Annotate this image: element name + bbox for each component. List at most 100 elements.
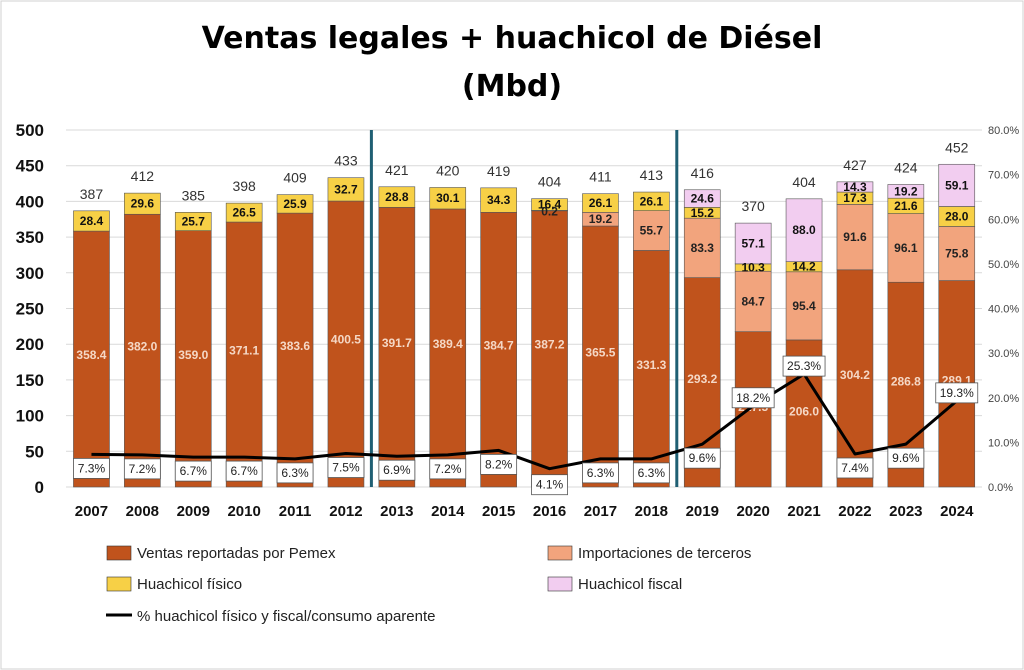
data-label: 391.7 (382, 336, 412, 350)
pct-label: 9.6% (689, 451, 717, 465)
bar-segment (174, 230, 212, 488)
data-label: 304.2 (840, 368, 870, 382)
data-label: 59.1 (945, 178, 969, 192)
data-label: 28.0 (945, 209, 969, 223)
legend-label-huachicol-fisico: Huachicol físico (137, 576, 242, 593)
y-tick-label: 50 (25, 442, 44, 461)
pct-label-box (429, 458, 467, 480)
bar-segment (582, 193, 619, 213)
bar-segment (276, 194, 314, 214)
pct-label-box (582, 462, 619, 484)
data-label: 382.0 (127, 340, 157, 354)
y2-tick-label: 60.0% (988, 214, 1019, 226)
data-label: 387.2 (535, 338, 565, 352)
data-label: 384.7 (484, 339, 514, 353)
data-label: 75.8 (945, 247, 969, 261)
data-label: 371.1 (229, 344, 259, 358)
y2-tick-label: 70.0% (988, 170, 1019, 182)
data-label: 25.7 (182, 214, 206, 228)
bar-segment (836, 181, 874, 193)
y2-tick-label: 10.0% (988, 437, 1019, 449)
bar-segment (531, 198, 568, 211)
legend-swatch-huachicol-fiscal (547, 576, 573, 592)
pct-label-box (73, 458, 110, 479)
pct-label: 7.2% (129, 462, 157, 476)
data-label: 0.2 (541, 204, 558, 218)
data-label: 19.2 (894, 184, 918, 198)
bar-segment (887, 184, 925, 199)
pct-label-box (531, 474, 568, 496)
bar-segment (887, 213, 925, 283)
bar-segment (836, 204, 874, 271)
data-label: 359.0 (178, 348, 208, 362)
bar-total-label: 424 (894, 159, 918, 175)
pct-label-box (123, 458, 161, 480)
data-label: 55.7 (640, 224, 664, 238)
legend-swatch-importaciones (547, 545, 573, 561)
x-tick-label: 2012 (329, 503, 362, 520)
y2-tick-label: 40.0% (988, 304, 1019, 316)
bar-total-label: 404 (792, 174, 816, 190)
pct-label-box (225, 460, 263, 482)
data-label: 14.2 (792, 260, 816, 274)
y-tick-label: 150 (16, 371, 44, 390)
data-label: 286.8 (891, 375, 921, 389)
data-label: 383.6 (280, 339, 310, 353)
pct-label-box (632, 462, 670, 484)
chart-title-line1: Ventas legales + huachicol de Diésel (202, 21, 823, 56)
pct-label: 7.5% (332, 461, 360, 475)
x-tick-label: 2008 (126, 503, 159, 520)
legend-item-huachicol-fisico: Huachicol físico (106, 576, 242, 593)
x-tick-label: 2007 (75, 503, 108, 520)
data-label: 34.3 (487, 193, 511, 207)
bar-total-label: 419 (487, 163, 511, 179)
bar-segment (633, 250, 670, 488)
pct-label: 6.7% (180, 464, 208, 478)
bar-segment (73, 210, 110, 232)
bar-segment (734, 222, 772, 265)
bar-segment (785, 271, 823, 341)
bar-segment (480, 187, 517, 213)
data-label: 83.3 (691, 241, 715, 255)
bar-segment (429, 187, 467, 210)
data-label: 26.1 (589, 196, 613, 210)
percentage-line: 7.3% 7.2% 6.7% 6.7% 6.3% 7.5% 6.9% 7.2% 8.2% 4.1%… (73, 355, 979, 496)
bar-segment (938, 226, 976, 281)
bar-segment (73, 230, 110, 488)
bar-segment (633, 191, 670, 211)
pct-label: 6.3% (281, 466, 309, 480)
pct-label: 9.6% (892, 451, 920, 465)
chart-title-line2: (Mbd) (462, 69, 562, 104)
x-tick-label: 2018 (635, 503, 668, 520)
legend: Ventas reportadas por Pemex Importacione… (106, 545, 751, 625)
data-label: 28.8 (385, 190, 409, 204)
bar-total-label: 433 (334, 153, 358, 169)
bar-total-label: 411 (589, 169, 612, 185)
pct-label-box (935, 382, 979, 404)
pct-label: 6.9% (383, 463, 411, 477)
data-label: 30.1 (436, 191, 460, 205)
pct-label-box (731, 387, 775, 409)
y-tick-label: 250 (16, 300, 44, 319)
data-label: 10.3 (741, 261, 765, 275)
y2-tick-label: 50.0% (988, 259, 1019, 271)
data-label: 16.4 (538, 198, 562, 212)
data-label: 293.2 (687, 372, 717, 386)
bar-total-label: 420 (436, 162, 460, 178)
bar-segment (124, 213, 161, 488)
legend-label-pct-line: % huachicol físico y fiscal/consumo apar… (137, 608, 435, 625)
pct-label: 25.3% (787, 359, 821, 373)
pct-label: 7.3% (78, 461, 106, 475)
legend-item-pct-line: % huachicol físico y fiscal/consumo apar… (106, 608, 435, 625)
legend-label-ventas: Ventas reportadas por Pemex (137, 545, 336, 562)
period-separators (369, 130, 679, 487)
pct-label: 18.2% (736, 391, 770, 405)
bar-segment (378, 186, 416, 208)
pct-label: 7.4% (841, 461, 869, 475)
bar-total-label: 427 (843, 157, 867, 173)
bar-segment (327, 177, 365, 202)
data-label: 400.5 (331, 333, 361, 347)
y-axis-right: 0.0% 10.0% 20.0% 30.0% 40.0% 50.0% 60.0% 70.0% 8… (988, 125, 1019, 494)
y-tick-label: 450 (16, 157, 44, 176)
